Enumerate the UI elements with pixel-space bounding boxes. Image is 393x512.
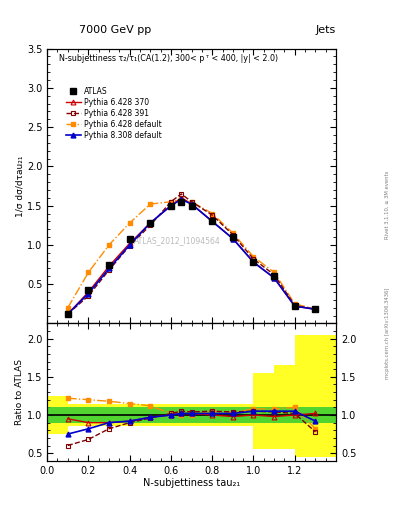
Bar xyxy=(171,403,192,426)
Bar xyxy=(316,335,336,457)
Bar xyxy=(150,403,171,426)
Bar xyxy=(192,403,212,426)
Bar xyxy=(130,403,150,426)
Text: Jets: Jets xyxy=(316,25,336,35)
Bar xyxy=(130,408,150,422)
Bar xyxy=(88,408,109,422)
Text: ATLAS_2012_I1094564: ATLAS_2012_I1094564 xyxy=(134,237,220,245)
Bar xyxy=(316,408,336,422)
Legend: ATLAS, Pythia 6.428 370, Pythia 6.428 391, Pythia 6.428 default, Pythia 8.308 de: ATLAS, Pythia 6.428 370, Pythia 6.428 39… xyxy=(62,84,165,143)
Bar xyxy=(47,408,68,422)
Bar xyxy=(274,408,295,422)
Bar xyxy=(109,403,130,426)
Text: N-subjettiness τ₂/τ₁(CA(1.2), 300< p ᵀ < 400, |y| < 2.0): N-subjettiness τ₂/τ₁(CA(1.2), 300< p ᵀ <… xyxy=(59,54,278,63)
Text: Rivet 3.1.10, ≥ 3M events: Rivet 3.1.10, ≥ 3M events xyxy=(385,170,389,239)
Bar xyxy=(150,408,171,422)
Bar xyxy=(253,373,274,450)
Text: mcplots.cern.ch [arXiv:1306.3436]: mcplots.cern.ch [arXiv:1306.3436] xyxy=(385,287,389,378)
Bar xyxy=(68,403,88,426)
Bar xyxy=(68,408,88,422)
Y-axis label: Ratio to ATLAS: Ratio to ATLAS xyxy=(15,359,24,425)
Bar xyxy=(212,408,233,422)
Bar xyxy=(171,408,192,422)
Bar xyxy=(253,408,274,422)
Bar xyxy=(212,403,233,426)
Text: 7000 GeV pp: 7000 GeV pp xyxy=(79,25,151,35)
Bar xyxy=(233,403,253,426)
X-axis label: N-subjettiness tau₂₁: N-subjettiness tau₂₁ xyxy=(143,478,240,488)
Bar xyxy=(192,408,212,422)
Bar xyxy=(47,396,68,434)
Y-axis label: 1/σ dσ/dτau₂₁: 1/σ dσ/dτau₂₁ xyxy=(15,155,24,217)
Bar xyxy=(295,408,316,422)
Bar xyxy=(109,408,130,422)
Bar xyxy=(295,335,316,457)
Bar xyxy=(274,366,295,450)
Bar xyxy=(233,408,253,422)
Bar xyxy=(88,403,109,426)
